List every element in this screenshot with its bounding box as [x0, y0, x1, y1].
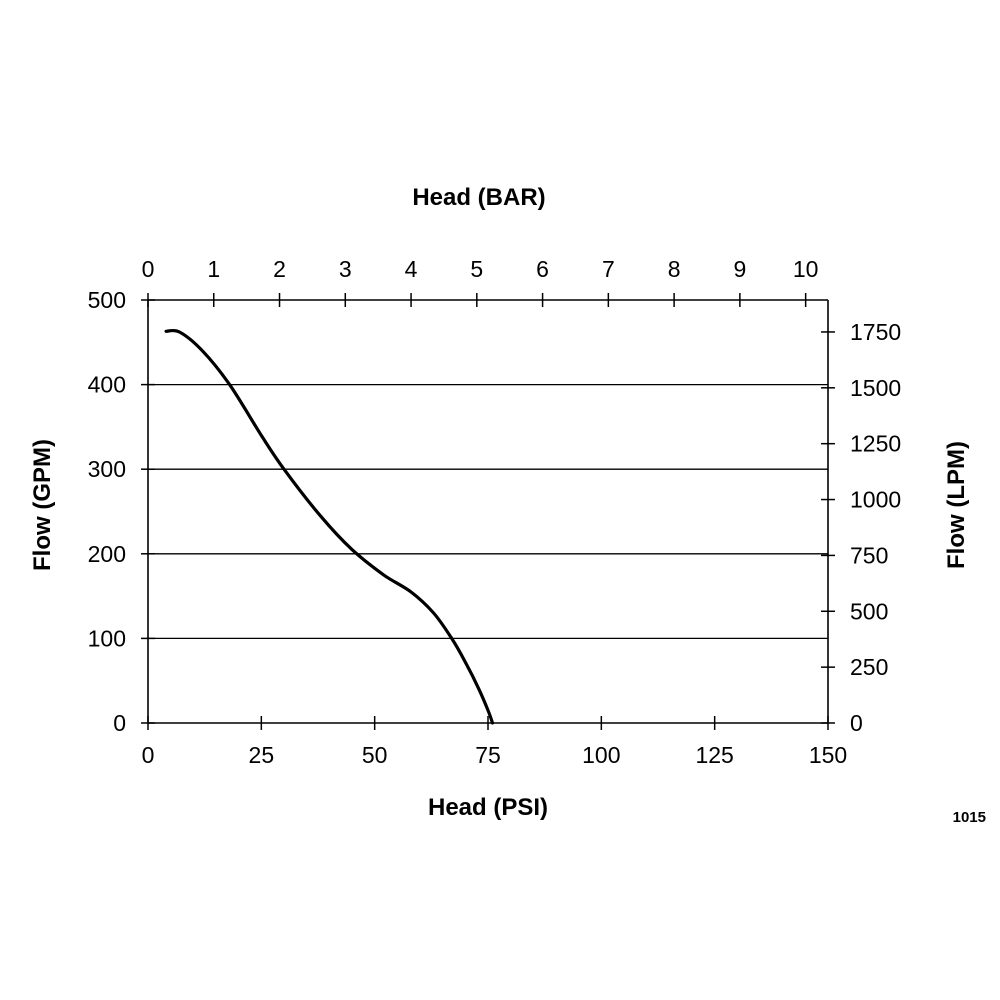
top-tick-label: 9 [733, 256, 746, 282]
bottom-tick-label: 50 [362, 742, 388, 768]
bottom-tick-label: 100 [582, 742, 620, 768]
top-tick-label: 10 [793, 256, 819, 282]
bottom-tick-label: 125 [695, 742, 733, 768]
top-tick-label: 3 [339, 256, 352, 282]
top-tick-label: 4 [405, 256, 418, 282]
bottom-axis-title: Head (PSI) [428, 794, 548, 821]
axes: 0 25 50 75 100 125 1500 1 2 3 4 5 6 7 8 9 10010020030040… [88, 256, 902, 768]
right-tick-label: 1250 [850, 431, 901, 457]
left-tick-label: 0 [113, 710, 126, 736]
right-tick-label: 1500 [850, 375, 901, 401]
top-tick-label: 1 [207, 256, 220, 282]
chart-code: 1015 [953, 809, 986, 826]
bottom-tick-label: 150 [809, 742, 847, 768]
left-tick-label: 300 [88, 456, 126, 482]
top-tick-label: 8 [668, 256, 681, 282]
left-tick-label: 100 [88, 625, 126, 651]
right-tick-label: 500 [850, 598, 888, 624]
bottom-tick-label: 25 [249, 742, 275, 768]
right-tick-label: 250 [850, 654, 888, 680]
series-layer [164, 328, 495, 725]
right-tick-label: 0 [850, 710, 863, 736]
left-axis-title: Flow (GPM) [29, 439, 56, 571]
right-tick-label: 750 [850, 542, 888, 568]
top-tick-label: 7 [602, 256, 615, 282]
pump-curve-line [164, 328, 495, 725]
grid-lines [148, 383, 828, 640]
top-axis-title: Head (BAR) [412, 184, 545, 211]
top-tick-label: 2 [273, 256, 286, 282]
left-tick-label: 400 [88, 372, 126, 398]
left-tick-label: 200 [88, 541, 126, 567]
left-tick-label: 500 [88, 287, 126, 313]
bottom-tick-label: 0 [142, 742, 155, 768]
bottom-tick-label: 75 [475, 742, 501, 768]
right-tick-label: 1750 [850, 319, 901, 345]
top-tick-label: 6 [536, 256, 549, 282]
top-tick-label: 5 [470, 256, 483, 282]
right-tick-label: 1000 [850, 487, 901, 513]
right-axis-title: Flow (LPM) [943, 441, 970, 569]
top-tick-label: 0 [142, 256, 155, 282]
